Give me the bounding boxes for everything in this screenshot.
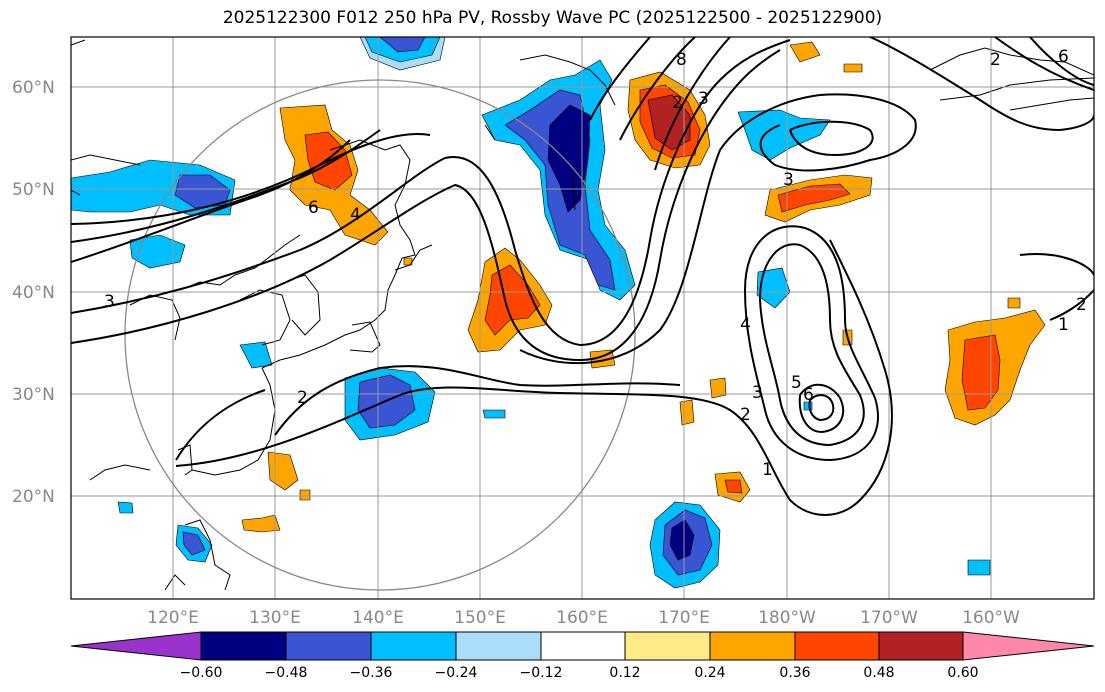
colorbar-tick-label: −0.12 xyxy=(520,665,563,681)
contour-labels: 3 6 4 2 8 2 3 3 4 3 5 6 2 1 2 1 2 6 xyxy=(104,47,1087,480)
colorbar-extend-max xyxy=(962,631,1095,661)
contour-label: 5 xyxy=(791,373,802,393)
contour-label: 6 xyxy=(1058,47,1069,67)
coastlines xyxy=(71,39,1094,591)
plot-frame xyxy=(70,36,1095,600)
lon-label-120e: 120°E xyxy=(147,608,199,628)
contour-label: 2 xyxy=(672,93,683,113)
lat-label-20n: 20°N xyxy=(12,487,55,507)
reference-circle xyxy=(124,79,636,591)
colorbar-bin xyxy=(709,631,796,661)
colorbar-tick-label: −0.48 xyxy=(265,665,308,681)
colorbar-bin xyxy=(878,631,964,661)
colorbar-bin xyxy=(200,631,287,661)
lon-label-180w: 180°W xyxy=(758,608,816,628)
contour-label: 8 xyxy=(676,50,687,70)
map-title: 2025122300 F012 250 hPa PV, Rossby Wave … xyxy=(222,8,883,28)
contour-label: 2 xyxy=(740,405,751,425)
lon-label-140e: 140°E xyxy=(352,608,404,628)
lon-label-160w: 160°W xyxy=(962,608,1020,628)
colorbar-tick-label: 0.24 xyxy=(694,665,725,681)
lat-label-30n: 30°N xyxy=(12,385,55,405)
colorbar: −0.60 −0.48 −0.36 −0.24 −0.12 0.12 0.24 … xyxy=(70,631,1095,681)
colorbar-tick-label: −0.60 xyxy=(180,665,223,681)
contour-label: 6 xyxy=(803,385,814,405)
colorbar-bin xyxy=(794,631,880,661)
lat-label-60n: 60°N xyxy=(12,78,55,98)
contour-label: 4 xyxy=(740,315,751,335)
contour-label: 4 xyxy=(350,205,361,225)
contour-label: 1 xyxy=(1058,315,1069,335)
lon-label-130e: 130°E xyxy=(249,608,301,628)
contour-label: 6 xyxy=(308,198,319,218)
latitude-axis: 60°N 50°N 40°N 30°N 20°N xyxy=(12,78,55,507)
longitude-axis: 120°E 130°E 140°E 150°E 160°E 170°E 180°… xyxy=(147,608,1020,628)
colorbar-bin xyxy=(624,631,711,661)
colorbar-tick-label: −0.36 xyxy=(350,665,393,681)
lat-label-40n: 40°N xyxy=(12,283,55,303)
colorbar-tick-label: 0.36 xyxy=(779,665,810,681)
contour-label: 1 xyxy=(762,460,773,480)
colorbar-bin xyxy=(455,631,542,661)
contour-label: 3 xyxy=(783,170,794,190)
negative-anomaly-shading xyxy=(71,37,991,589)
lat-label-50n: 50°N xyxy=(12,180,55,200)
contour-label: 3 xyxy=(752,383,763,403)
colorbar-extend-min xyxy=(70,631,202,661)
colorbar-tick-label: 0.12 xyxy=(609,665,640,681)
positive-anomaly-shading xyxy=(241,41,1046,533)
contour-label: 2 xyxy=(990,50,1001,70)
colorbar-tick-label: −0.24 xyxy=(435,665,478,681)
colorbar-tick-label: 0.48 xyxy=(863,665,894,681)
contour-label: 3 xyxy=(104,292,115,312)
contour-label: 2 xyxy=(1076,295,1087,315)
lon-label-170e: 170°E xyxy=(658,608,710,628)
lon-label-160e: 160°E xyxy=(556,608,608,628)
map-layers: 3 6 4 2 8 2 3 3 4 3 5 6 2 1 2 1 2 6 xyxy=(71,37,1094,599)
contour-label: 2 xyxy=(297,388,308,408)
grid-lines xyxy=(71,37,1094,599)
colorbar-bin xyxy=(370,631,457,661)
lon-label-170w: 170°W xyxy=(860,608,918,628)
contour-label: 3 xyxy=(698,89,709,109)
lon-label-150e: 150°E xyxy=(454,608,506,628)
colorbar-bin xyxy=(285,631,372,661)
colorbar-tick-label: 0.60 xyxy=(947,665,978,681)
colorbar-bin xyxy=(540,631,626,661)
rossby-wave-contours xyxy=(71,37,1094,516)
